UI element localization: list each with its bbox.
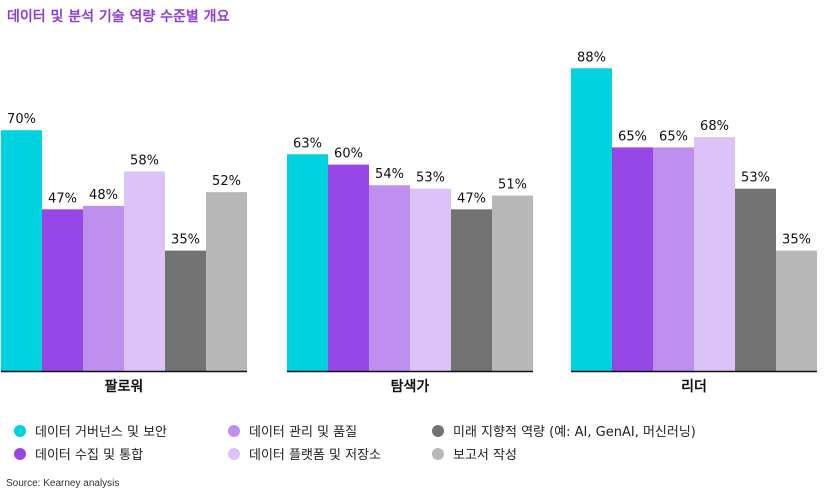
data-label-3-5: 53% <box>741 171 770 186</box>
legend-swatch-reporting <box>432 447 444 460</box>
bar-2-4 <box>410 188 451 371</box>
bar-1-3 <box>83 205 124 371</box>
legend-swatch-future <box>432 424 444 437</box>
data-label-1-6: 52% <box>212 174 241 189</box>
data-label-1-2: 47% <box>48 191 77 206</box>
source-note: Source: Kearney analysis <box>6 478 120 489</box>
data-label-2-6: 51% <box>498 178 527 193</box>
data-label-2-2: 60% <box>334 147 363 162</box>
legend-swatch-collection <box>14 447 26 460</box>
chart-title: 데이터 및 분석 기술 역량 수준별 개요 <box>7 9 230 25</box>
bar-1-1 <box>1 130 42 371</box>
bar-2-1 <box>287 154 328 371</box>
legend-label-reporting: 보고서 작성 <box>453 448 517 463</box>
bar-3-1 <box>571 68 612 371</box>
legend-item-future: 미래 지향적 역량 (예: AI, GenAI, 머신러닝) <box>432 421 696 440</box>
bar-3-3 <box>653 147 694 371</box>
bar-chart: 70% 47% 48% 58% 35% 52% 팔로워 63% 60% 54% 53% 47% 51% 탐… <box>1 50 817 395</box>
data-label-3-4: 68% <box>700 119 729 134</box>
legend-label-future: 미래 지향적 역량 (예: AI, GenAI, 머신러닝) <box>453 425 696 440</box>
bar-1-6 <box>206 192 247 371</box>
data-label-2-3: 54% <box>375 167 404 182</box>
bar-2-6 <box>492 195 533 371</box>
legend-label-collection: 데이터 수집 및 통합 <box>35 448 144 463</box>
data-label-3-6: 35% <box>782 233 811 248</box>
legend-item-collection: 데이터 수집 및 통합 <box>14 444 143 463</box>
data-label-2-1: 63% <box>293 136 322 151</box>
legend-label-platform: 데이터 플랫폼 및 저장소 <box>249 448 381 463</box>
data-label-3-1: 88% <box>577 50 606 65</box>
bar-1-4 <box>124 171 165 371</box>
bar-3-2 <box>612 147 653 371</box>
bar-2-5 <box>451 209 492 371</box>
data-label-1-1: 70% <box>7 112 36 127</box>
data-label-1-5: 35% <box>171 233 200 248</box>
legend-item-management: 데이터 관리 및 품질 <box>228 421 357 440</box>
data-label-1-4: 58% <box>130 153 159 168</box>
data-label-3-3: 65% <box>659 129 688 144</box>
data-label-1-3: 48% <box>89 188 118 203</box>
category-label-2: 탐색가 <box>391 378 430 395</box>
legend-swatch-platform <box>228 447 240 460</box>
bar-3-6 <box>776 250 817 371</box>
category-label-1: 팔로워 <box>105 378 144 395</box>
data-label-3-2: 65% <box>618 129 647 144</box>
legend-item-platform: 데이터 플랫폼 및 저장소 <box>228 444 381 463</box>
bar-3-5 <box>735 188 776 371</box>
legend-label-management: 데이터 관리 및 품질 <box>249 425 358 440</box>
bar-1-2 <box>42 209 83 371</box>
bar-2-3 <box>369 185 410 371</box>
legend-item-governance: 데이터 거버넌스 및 보안 <box>14 421 167 440</box>
data-label-2-4: 53% <box>416 171 445 186</box>
legend-label-governance: 데이터 거버넌스 및 보안 <box>35 425 167 440</box>
category-label-3: 리더 <box>681 379 707 395</box>
bar-1-5 <box>165 250 206 371</box>
bar-2-2 <box>328 164 369 371</box>
legend-item-reporting: 보고서 작성 <box>432 444 517 463</box>
data-label-2-5: 47% <box>457 191 486 206</box>
bar-3-4 <box>694 137 735 371</box>
legend-swatch-governance <box>14 424 26 437</box>
legend-swatch-management <box>228 424 240 437</box>
